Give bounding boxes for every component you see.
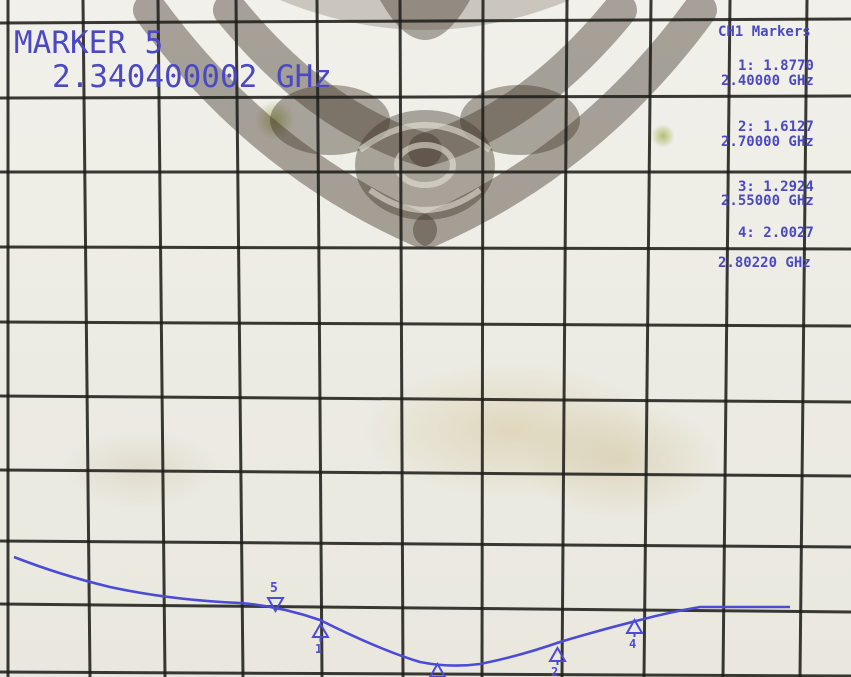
marker-1-value: 1: 1.8770 xyxy=(738,58,814,74)
active-marker-frequency: 2.340400002 GHz xyxy=(52,59,332,95)
trace-marker-label: 1 xyxy=(315,642,322,656)
trace-marker-label: 5 xyxy=(270,581,278,596)
trace-marker-3 xyxy=(428,661,447,677)
marker-3-frequency: 2.55000 GHz xyxy=(721,193,814,209)
active-marker-title: MARKER 5 xyxy=(14,25,164,61)
trace-marker-label: 4 xyxy=(629,637,636,651)
trace-marker-5: 5 xyxy=(266,581,285,614)
trace-line xyxy=(13,555,790,667)
marker-2-frequency: 2.70000 GHz xyxy=(721,134,814,150)
trace-marker-2: 2 xyxy=(548,645,567,677)
trace-marker-4: 4 xyxy=(625,617,644,651)
marker-4-value: 4: 2.0027 xyxy=(738,225,814,241)
trace-marker-1: 1 xyxy=(311,621,330,656)
marker-3-value: 3: 1.2924 xyxy=(738,179,814,195)
marker-2-value: 2: 1.6127 xyxy=(738,119,814,135)
markers-panel-title: CH1 Markers xyxy=(718,24,811,40)
marker-1-frequency: 2.40000 GHz xyxy=(721,73,814,89)
trace-marker-label: 2 xyxy=(551,665,558,677)
marker-4-frequency: 2.80220 GHz xyxy=(718,255,811,271)
